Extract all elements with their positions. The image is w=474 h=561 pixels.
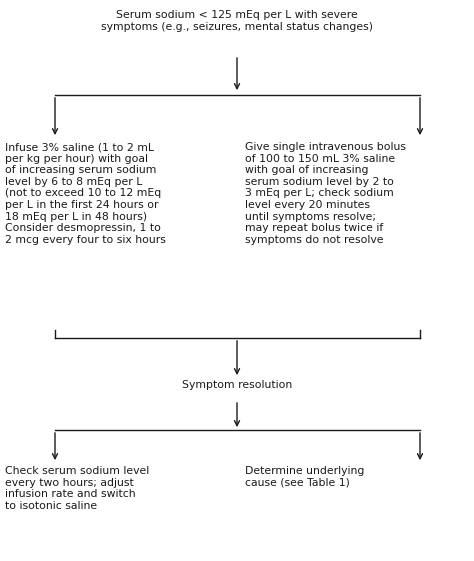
Text: Infuse 3% saline (1 to 2 mL
per kg per hour) with goal
of increasing serum sodiu: Infuse 3% saline (1 to 2 mL per kg per h… <box>5 142 166 245</box>
Text: Determine underlying
cause (see Table 1): Determine underlying cause (see Table 1) <box>245 466 365 488</box>
Text: Give single intravenous bolus
of 100 to 150 mL 3% saline
with goal of increasing: Give single intravenous bolus of 100 to … <box>245 142 406 245</box>
Text: Serum sodium < 125 mEq per L with severe
symptoms (e.g., seizures, mental status: Serum sodium < 125 mEq per L with severe… <box>101 10 373 31</box>
Text: Symptom resolution: Symptom resolution <box>182 380 292 390</box>
Text: Check serum sodium level
every two hours; adjust
infusion rate and switch
to iso: Check serum sodium level every two hours… <box>5 466 149 511</box>
